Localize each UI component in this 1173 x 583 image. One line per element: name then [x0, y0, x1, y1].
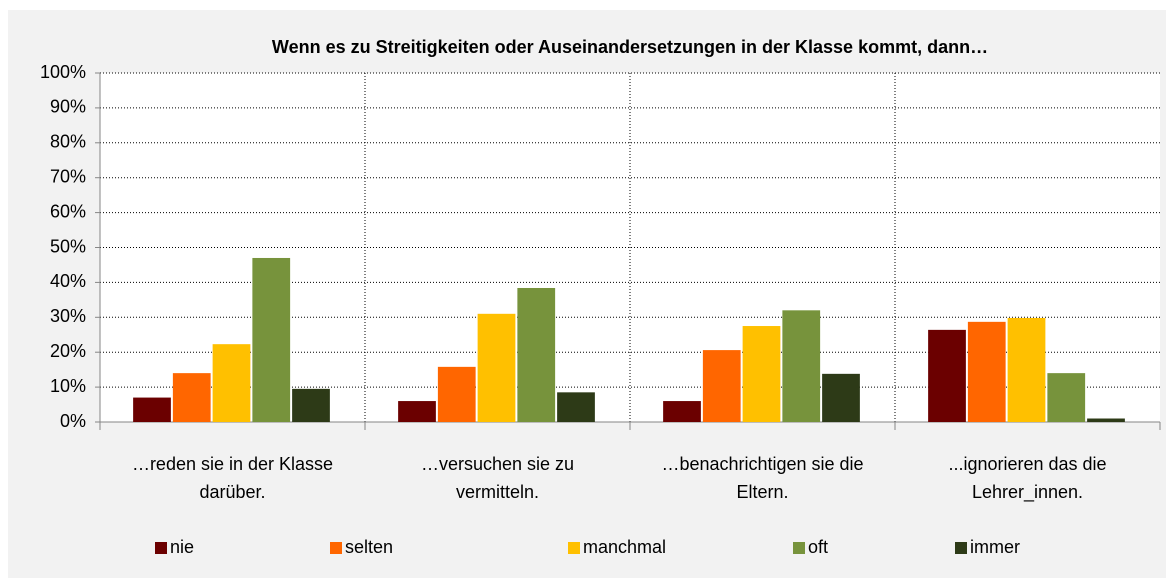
bar: [517, 287, 556, 422]
x-tick-label: ...ignorieren das die Lehrer_innen.: [948, 454, 1107, 502]
y-tick-label: 40%: [50, 271, 86, 291]
legend-label: immer: [970, 537, 1020, 557]
y-tick-label: 50%: [50, 236, 86, 256]
bar: [172, 373, 211, 422]
bar: [663, 401, 701, 422]
legend-swatch: [568, 542, 580, 554]
bar: [967, 321, 1006, 422]
legend-label: manchmal: [583, 537, 666, 557]
bar: [1007, 317, 1046, 422]
chart-title: Wenn es zu Streitigkeiten oder Auseinand…: [272, 37, 988, 57]
y-tick-label: 100%: [40, 62, 86, 82]
legend-swatch: [955, 542, 967, 554]
bar: [437, 366, 476, 422]
bar: [822, 373, 860, 422]
legend-label: oft: [808, 537, 828, 557]
bar: [557, 392, 595, 422]
y-tick-label: 90%: [50, 97, 86, 117]
bar: [398, 401, 436, 422]
bar: [477, 313, 516, 422]
legend-label: selten: [345, 537, 393, 557]
y-tick-label: 70%: [50, 166, 86, 186]
bar: [1047, 373, 1086, 422]
y-tick-label: 30%: [50, 306, 86, 326]
y-tick-label: 20%: [50, 341, 86, 361]
y-tick-label: 10%: [50, 376, 86, 396]
y-tick-label: 60%: [50, 201, 86, 221]
y-tick-label: 80%: [50, 132, 86, 152]
legend-swatch: [793, 542, 805, 554]
bar: [252, 257, 291, 422]
x-tick-label: …reden sie in der Klasse darüber.: [131, 454, 334, 502]
legend-swatch: [155, 542, 167, 554]
x-tick-label: …versuchen sie zu vermitteln.: [420, 454, 575, 502]
bar: [742, 326, 781, 422]
legend-label: nie: [170, 537, 194, 557]
bar: [133, 397, 171, 422]
bar: [1087, 418, 1125, 422]
bar: [782, 310, 821, 422]
legend-swatch: [330, 542, 342, 554]
bar: [928, 329, 966, 422]
bar: [212, 344, 251, 422]
bar: [292, 388, 330, 422]
y-tick-label: 0%: [60, 411, 86, 431]
bar: [702, 350, 741, 422]
x-tick-label: …benachrichtigen sie die Eltern.: [661, 454, 864, 502]
